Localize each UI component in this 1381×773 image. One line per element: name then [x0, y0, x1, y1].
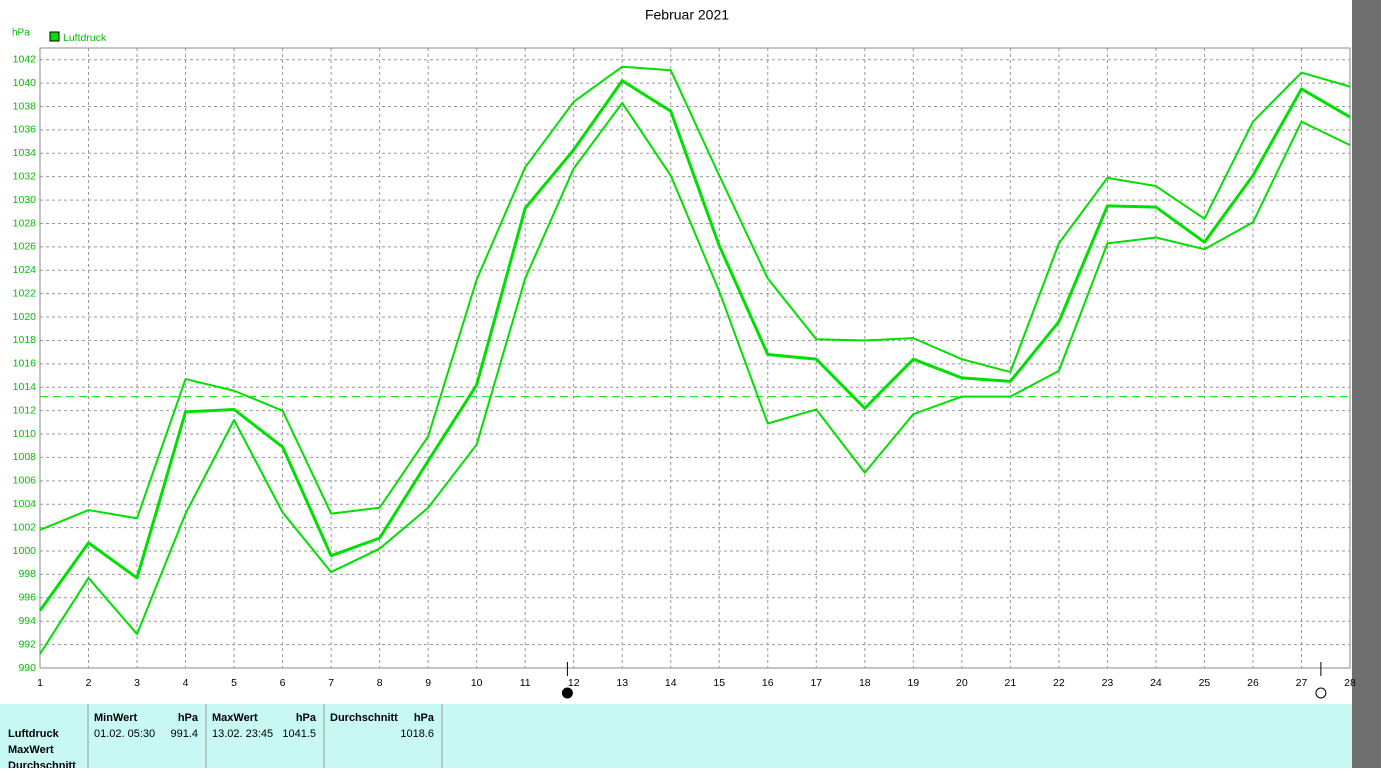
- y-tick-label: 998: [18, 568, 36, 580]
- x-tick-label: 17: [810, 677, 822, 689]
- cell-value: 1018.6: [400, 728, 434, 740]
- y-tick-label: 1024: [13, 264, 37, 276]
- cell-time: 13.02. 23:45: [212, 728, 273, 740]
- x-tick-label: 3: [134, 677, 140, 689]
- y-tick-label: 1008: [13, 451, 37, 463]
- plot-frame: [39, 47, 1351, 669]
- legend-swatch: [49, 31, 60, 42]
- x-tick-label: 25: [1199, 677, 1211, 689]
- series-line: [39, 101, 1351, 655]
- row-label: MaxWert: [8, 744, 54, 756]
- side-strip: [1352, 0, 1381, 768]
- x-tick-label: 15: [713, 677, 725, 689]
- x-tick-label: 27: [1296, 677, 1308, 689]
- x-tick-label: 23: [1102, 677, 1114, 689]
- x-tick-label: 20: [956, 677, 968, 689]
- x-tick-label: 9: [425, 677, 431, 689]
- x-tick-label: 16: [762, 677, 774, 689]
- column-header: MaxWert: [212, 712, 258, 724]
- y-tick-label: 1014: [13, 381, 37, 393]
- x-tick-label: 24: [1150, 677, 1162, 689]
- y-axis-label: hPa: [12, 28, 30, 39]
- x-tick-label: 26: [1247, 677, 1259, 689]
- y-tick-label: 1016: [13, 358, 37, 370]
- x-tick-label: 18: [859, 677, 871, 689]
- column-unit: hPa: [296, 712, 317, 724]
- moon-phase: [1315, 687, 1327, 699]
- y-tick-label: 1040: [13, 77, 37, 89]
- column-header: Durchschnitt: [330, 712, 398, 724]
- y-tick-label: 996: [18, 592, 36, 604]
- y-tick-label: 1018: [13, 334, 37, 346]
- series-line: [38, 79, 1351, 612]
- cell-value: 991.4: [170, 728, 198, 740]
- x-tick-label: 10: [471, 677, 483, 689]
- y-tick-label: 1000: [13, 545, 37, 557]
- stats-panel: [0, 704, 1352, 768]
- y-tick-label: 1020: [13, 311, 37, 323]
- x-tick-label: 11: [520, 677, 531, 689]
- legend-label: Luftdruck: [63, 32, 107, 44]
- y-tick-label: 1002: [13, 521, 37, 533]
- y-tick-label: 1036: [13, 124, 37, 136]
- series-line: [39, 65, 1351, 531]
- y-tick-label: 1010: [13, 428, 37, 440]
- x-tick-label: 28: [1344, 677, 1356, 689]
- x-tick-label: 21: [1005, 677, 1017, 689]
- cell-time: 01.02. 05:30: [94, 728, 155, 740]
- x-tick-label: 6: [280, 677, 286, 689]
- y-tick-label: 994: [18, 615, 36, 627]
- column-unit: hPa: [414, 712, 435, 724]
- y-tick-label: 1038: [13, 100, 37, 112]
- x-tick-label: 1: [37, 677, 43, 689]
- cell-value: 1041.5: [282, 728, 316, 740]
- x-tick-label: 5: [231, 677, 237, 689]
- y-tick-label: 1012: [13, 404, 37, 416]
- y-tick-label: 1022: [13, 287, 37, 299]
- y-tick-label: 990: [18, 662, 36, 674]
- y-tick-label: 1042: [13, 53, 37, 65]
- row-label: Luftdruck: [8, 728, 60, 740]
- column-unit: hPa: [178, 712, 199, 724]
- x-tick-label: 7: [328, 677, 334, 689]
- x-tick-label: 4: [183, 677, 189, 689]
- x-tick-label: 19: [907, 677, 919, 689]
- chart-title: Februar 2021: [645, 7, 729, 23]
- y-tick-label: 1028: [13, 217, 37, 229]
- x-tick-label: 2: [86, 677, 92, 689]
- x-tick-label: 14: [665, 677, 677, 689]
- y-tick-label: 1034: [13, 147, 37, 159]
- y-tick-label: 992: [18, 638, 36, 650]
- x-tick-label: 13: [616, 677, 628, 689]
- y-tick-label: 1030: [13, 194, 37, 206]
- x-tick-label: 22: [1053, 677, 1065, 689]
- y-tick-label: 1006: [13, 475, 37, 487]
- y-tick-label: 1032: [13, 170, 37, 182]
- x-tick-label: 8: [377, 677, 383, 689]
- moon-phase: [561, 687, 573, 699]
- column-header: MinWert: [94, 712, 138, 724]
- x-tick-label: 12: [568, 677, 580, 689]
- y-tick-label: 1026: [13, 241, 37, 253]
- row-label: Durchschnitt: [8, 760, 76, 768]
- y-tick-label: 1004: [13, 498, 37, 510]
